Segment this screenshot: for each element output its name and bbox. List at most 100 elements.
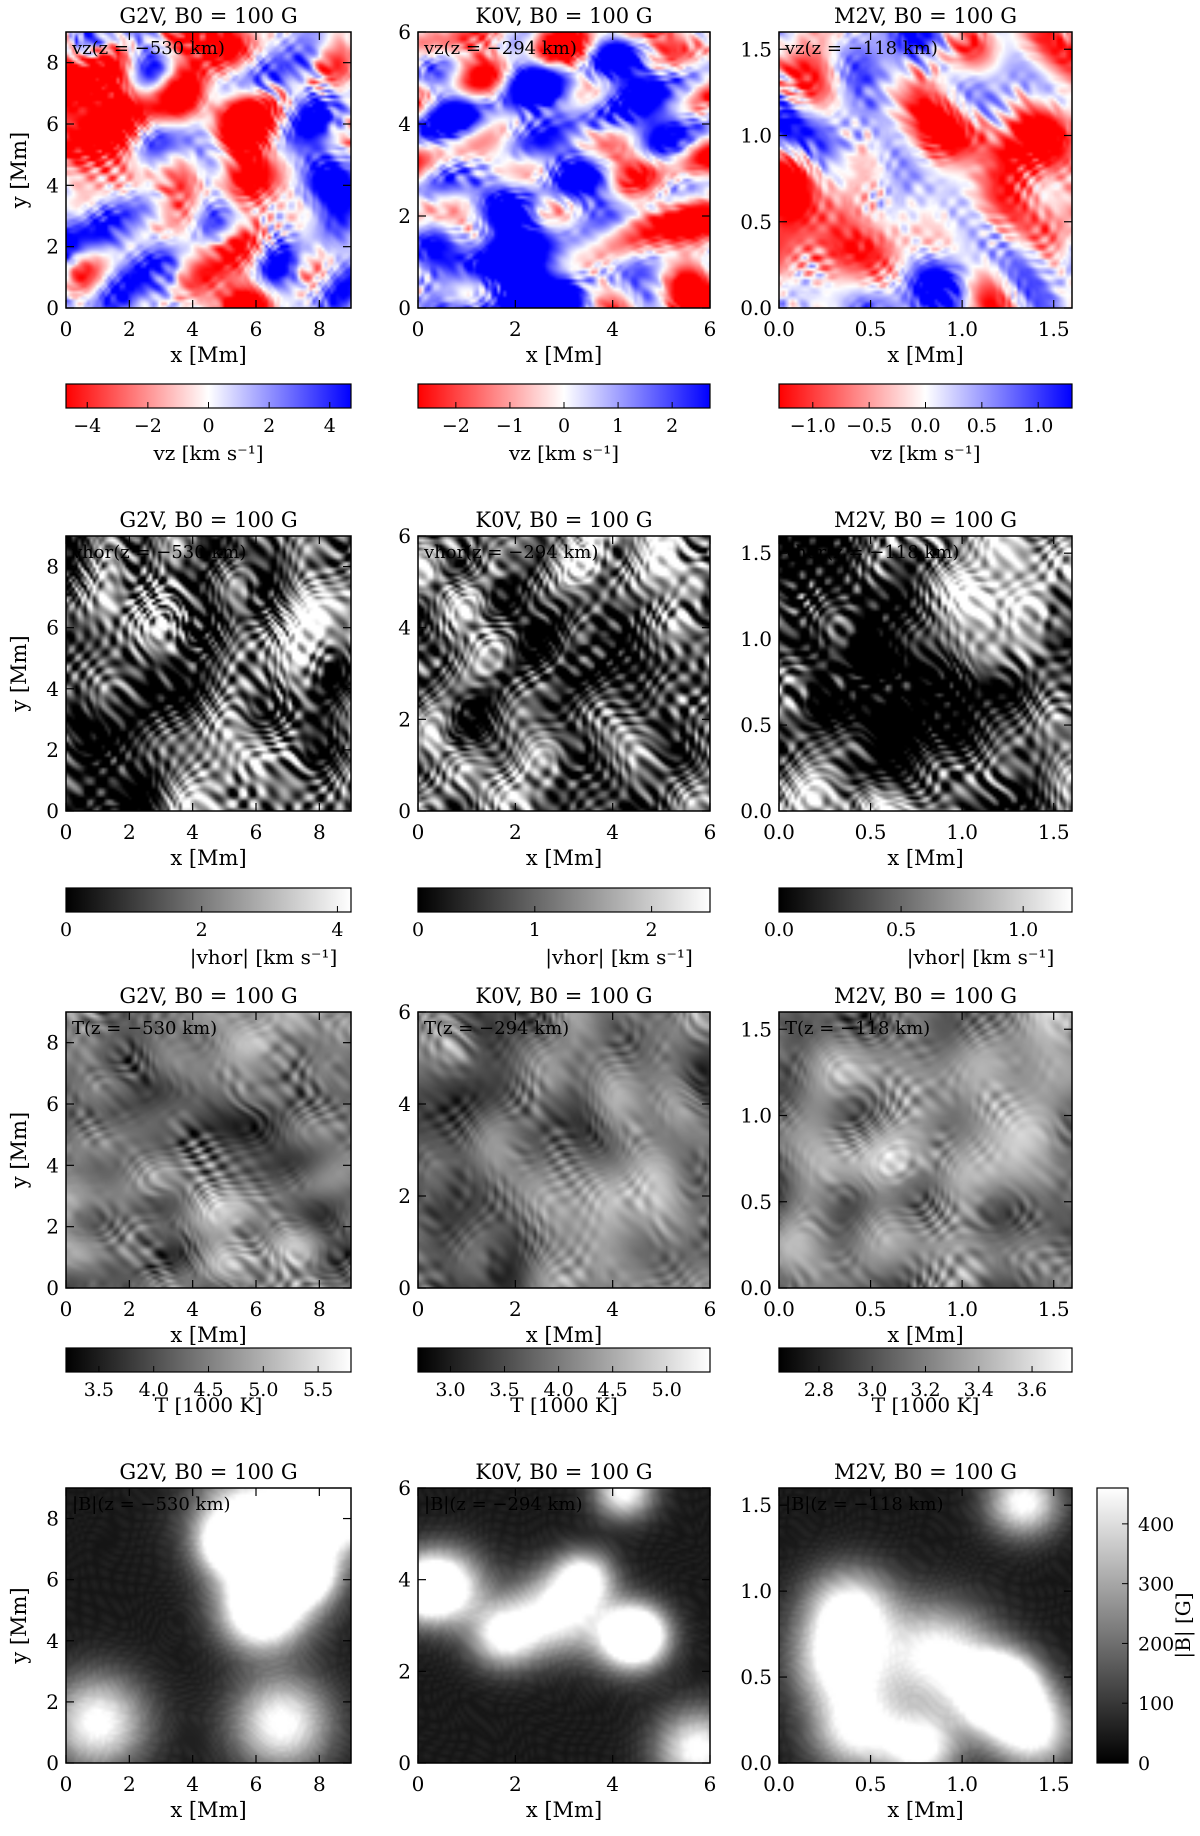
- map-label: vhor(z = −118 km): [784, 542, 959, 563]
- panel-T-m2v: M2V, B0 = 100 G T(z = −118 km) 0.0 0.5 1.0 1.…: [740, 984, 1073, 1347]
- panel-title: M2V, B0 = 100 G: [834, 4, 1017, 28]
- x-axis-label: x [Mm]: [887, 1798, 963, 1822]
- map-frame: [778, 1487, 1073, 1764]
- y-tick-label: 2: [46, 1215, 59, 1239]
- colorbar-tick-label: −1: [496, 415, 524, 437]
- colorbar-tick-label: 3.5: [84, 1379, 114, 1401]
- x-tick-label: 0: [412, 1772, 425, 1796]
- map-label: T(z = −530 km): [72, 1018, 217, 1039]
- panel-title: G2V, B0 = 100 G: [119, 1460, 297, 1484]
- panel-title: M2V, B0 = 100 G: [834, 984, 1017, 1008]
- y-tick-label: 1.5: [740, 1493, 772, 1517]
- map-image: [418, 1012, 710, 1288]
- colorbar-tick-label: 0: [60, 919, 72, 941]
- colorbar-tick-label: 4.5: [193, 1379, 223, 1401]
- x-axis-label: x [Mm]: [526, 343, 602, 367]
- y-tick-label: 1.5: [740, 541, 772, 565]
- colorbar-label: T [1000 K]: [510, 1393, 618, 1417]
- colorbar-tick-label: 3.6: [1017, 1379, 1047, 1401]
- x-axis-label: x [Mm]: [170, 343, 246, 367]
- x-tick-label: 0.5: [855, 1297, 887, 1321]
- map-image: [66, 1012, 351, 1288]
- x-axis-label: x [Mm]: [170, 846, 246, 870]
- x-tick-label: 2: [123, 820, 136, 844]
- x-tick-label: 6: [704, 1772, 717, 1796]
- colorbar-vhor-g2v: 0 2 4 |vhor| [km s⁻¹]: [60, 887, 352, 970]
- panel-B-k0v: K0V, B0 = 100 G |B|(z = −294 km) 0 2 4 6 0 2 4 6 x…: [398, 1460, 716, 1822]
- x-tick-label: 0.0: [763, 317, 795, 341]
- colorbar-tick-label: 0.0: [764, 919, 794, 941]
- map-frame: [417, 1011, 711, 1289]
- y-tick-label: 1.0: [740, 1104, 772, 1128]
- map-frame: [417, 31, 711, 309]
- colorbar-label: vz [km s⁻¹]: [152, 441, 263, 465]
- colorbar-tick-label: 0.0: [910, 415, 940, 437]
- x-axis-label: x [Mm]: [526, 1798, 602, 1822]
- x-tick-label: 1.0: [946, 1772, 978, 1796]
- panel-B-g2v: G2V, B0 = 100 G |B|(z = −530 km) 0 2 4 6 8 0 2 4 6…: [7, 1460, 352, 1822]
- map-label: |B|(z = −118 km): [785, 1494, 944, 1515]
- panel-title: K0V, B0 = 100 G: [475, 1460, 652, 1484]
- colorbar-tick-label: 100: [1138, 1693, 1174, 1715]
- y-tick-label: 6: [46, 1568, 59, 1592]
- y-tick-label: 1.5: [740, 37, 772, 61]
- map-image: [418, 1488, 710, 1763]
- colorbar-b: 0 100 200 300 400 |B| [G]: [1096, 1487, 1196, 1775]
- panel-title: K0V, B0 = 100 G: [475, 508, 652, 532]
- colorbar-tick-label: 4: [324, 415, 336, 437]
- x-tick-label: 1.5: [1038, 317, 1070, 341]
- x-tick-label: 1.0: [946, 317, 978, 341]
- colorbar-label: vz [km s⁻¹]: [508, 441, 619, 465]
- x-tick-label: 8: [313, 1772, 326, 1796]
- colorbar-T-k0v: 3.0 3.5 4.0 4.5 5.0 T [1000 K]: [417, 1347, 711, 1417]
- y-tick-label: 0: [46, 1751, 59, 1775]
- x-tick-label: 1.5: [1038, 1772, 1070, 1796]
- x-tick-label: 1.5: [1038, 1297, 1070, 1321]
- panel-title: G2V, B0 = 100 G: [119, 984, 297, 1008]
- map-frame: [65, 1011, 352, 1289]
- colorbar-label: vz [km s⁻¹]: [869, 441, 980, 465]
- map-frame: [65, 31, 352, 309]
- map-image: [418, 32, 710, 308]
- panel-T-g2v: G2V, B0 = 100 G T(z = −530 km) 0 2 4 6 8 0 2 4 6 8 x…: [7, 984, 352, 1347]
- colorbar-tick-label: 2.8: [804, 1379, 834, 1401]
- y-tick-label: 8: [46, 555, 59, 579]
- x-tick-label: 6: [250, 1772, 263, 1796]
- y-tick-label: 0.5: [740, 1665, 772, 1689]
- y-tick-label: 2: [398, 1659, 411, 1683]
- map-frame: [778, 31, 1073, 309]
- colorbar-vz-m2v: −1.0 −0.5 0.0 0.5 1.0 vz [km s⁻¹]: [778, 383, 1073, 465]
- panel-vz-g2v: G2V, B0 = 100 G vz(z = −530 km) 0 2 4 6 8 0 2 4 6 8…: [7, 4, 352, 367]
- colorbar-label: T [1000 K]: [872, 1393, 980, 1417]
- x-tick-label: 6: [704, 1297, 717, 1321]
- x-tick-label: 6: [250, 317, 263, 341]
- colorbar-vhor-m2v: 0.0 0.5 1.0 |vhor| [km s⁻¹]: [764, 887, 1073, 970]
- colorbar-tick-label: 0.5: [967, 415, 997, 437]
- colorbar-tick-label: 5.0: [248, 1379, 278, 1401]
- y-tick-label: 8: [46, 51, 59, 75]
- y-tick-label: 6: [398, 1000, 411, 1024]
- y-tick-label: 0.5: [740, 1190, 772, 1214]
- y-tick-label: 4: [398, 1092, 411, 1116]
- map-image: [779, 1488, 1072, 1763]
- y-axis-label: y [Mm]: [7, 132, 31, 209]
- y-tick-label: 4: [398, 1568, 411, 1592]
- colorbar-T-m2v: 2.8 3.0 3.2 3.4 3.6 T [1000 K]: [778, 1347, 1073, 1417]
- x-tick-label: 6: [250, 1297, 263, 1321]
- x-axis-label: x [Mm]: [887, 343, 963, 367]
- y-tick-label: 0: [398, 1276, 411, 1300]
- panel-vz-k0v: K0V, B0 = 100 G vz(z = −294 km) 0 2 4 6 0 2 4 6 x …: [398, 4, 716, 367]
- y-tick-label: 2: [46, 235, 59, 259]
- colorbar-vz-g2v: −4 −2 0 2 4 vz [km s⁻¹]: [65, 383, 352, 465]
- map-label: |B|(z = −530 km): [72, 1494, 231, 1515]
- colorbar-tick-label: −4: [73, 415, 101, 437]
- colorbar-gradient: [778, 887, 1073, 913]
- colorbar-tick-label: −2: [134, 415, 162, 437]
- x-axis-label: x [Mm]: [526, 1323, 602, 1347]
- colorbar-tick-label: 4.5: [598, 1379, 628, 1401]
- y-tick-label: 4: [398, 616, 411, 640]
- y-axis-label: y [Mm]: [7, 1587, 31, 1664]
- colorbar-tick-label: 0.5: [886, 919, 916, 941]
- colorbar-tick-label: 3.0: [857, 1379, 887, 1401]
